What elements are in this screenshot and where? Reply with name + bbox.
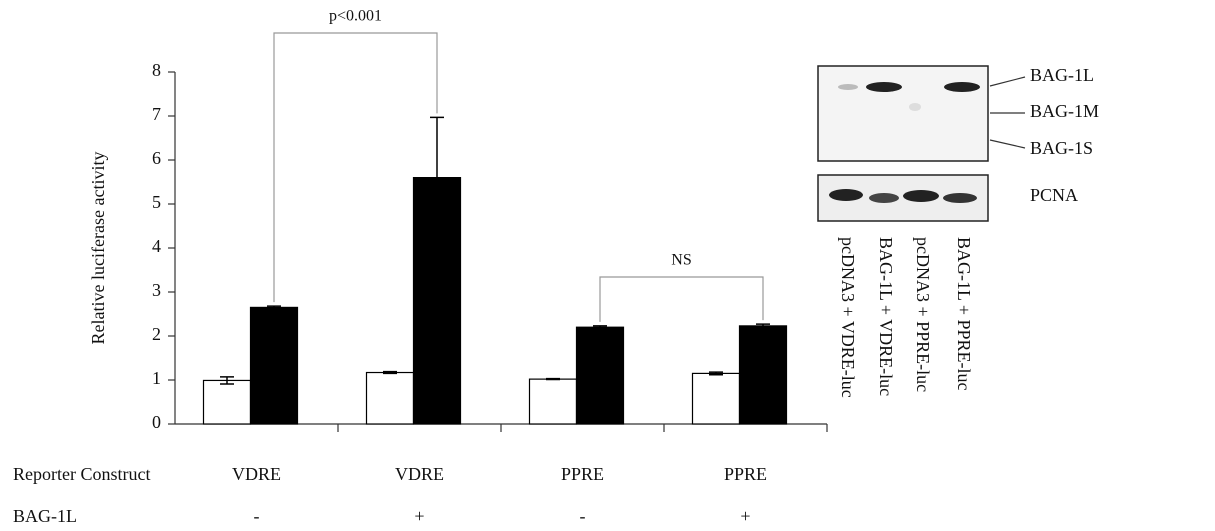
band-label: BAG-1M [1030,101,1099,121]
loading-label: PCNA [1030,185,1078,205]
error-bar [546,379,560,380]
x-tick-label: VDRE [395,464,444,484]
x-row-label: - [254,506,260,526]
bar [204,380,251,424]
y-tick-label: 1 [152,368,161,388]
annotation: NS [671,252,691,269]
bar [251,307,298,424]
chart: Relative luciferase activity Reporter Co… [0,0,1215,531]
page: Relative luciferase activity Reporter Co… [0,0,1215,531]
x-tick-label: VDRE [232,464,281,484]
x-tick-label: PPRE [561,464,604,484]
x-tick-label: PPRE [724,464,767,484]
lane-label: pcDNA3 + PPRE-luc [913,237,933,392]
band-pointer [990,140,1025,148]
band [829,189,863,201]
bar [530,379,577,424]
y-tick-label: 3 [152,280,161,300]
bar [740,326,787,424]
band [943,193,977,203]
band [838,84,858,90]
band [903,190,939,202]
y-axis-label: Relative luciferase activity [88,152,108,345]
band-label: BAG-1S [1030,138,1093,158]
band [869,193,899,203]
blot: BAG-1L BAG-1M BAG-1S PCNA pcDNA3 + VDRE-… [818,65,1099,398]
y-tick-label: 5 [152,192,161,212]
row-label: Reporter Construct [13,464,150,484]
y-tick-label: 6 [152,148,161,168]
lane-label: BAG-1L + PPRE-luc [954,237,974,390]
band [944,82,980,92]
x-row-label: - [580,506,586,526]
band-pointer [990,77,1025,86]
band [909,103,921,111]
band [866,82,902,92]
x-row-label: + [414,506,424,526]
y-tick-label: 2 [152,324,161,344]
y-tick-label: 0 [152,412,161,432]
bar [367,373,414,424]
annotation: p<0.001 [329,8,382,25]
row-label: BAG-1L [13,506,77,526]
blot-box [818,66,988,161]
y-tick-label: 8 [152,60,161,80]
x-row-label: + [740,506,750,526]
bar [693,373,740,424]
lane-label: BAG-1L + VDRE-luc [876,237,896,396]
band-label: BAG-1L [1030,65,1094,85]
y-tick-label: 4 [152,236,161,256]
significance-bracket [274,33,437,302]
y-tick-label: 7 [152,104,161,124]
lane-label: pcDNA3 + VDRE-luc [838,237,858,398]
bar [577,327,624,424]
significance-bracket [600,277,763,322]
